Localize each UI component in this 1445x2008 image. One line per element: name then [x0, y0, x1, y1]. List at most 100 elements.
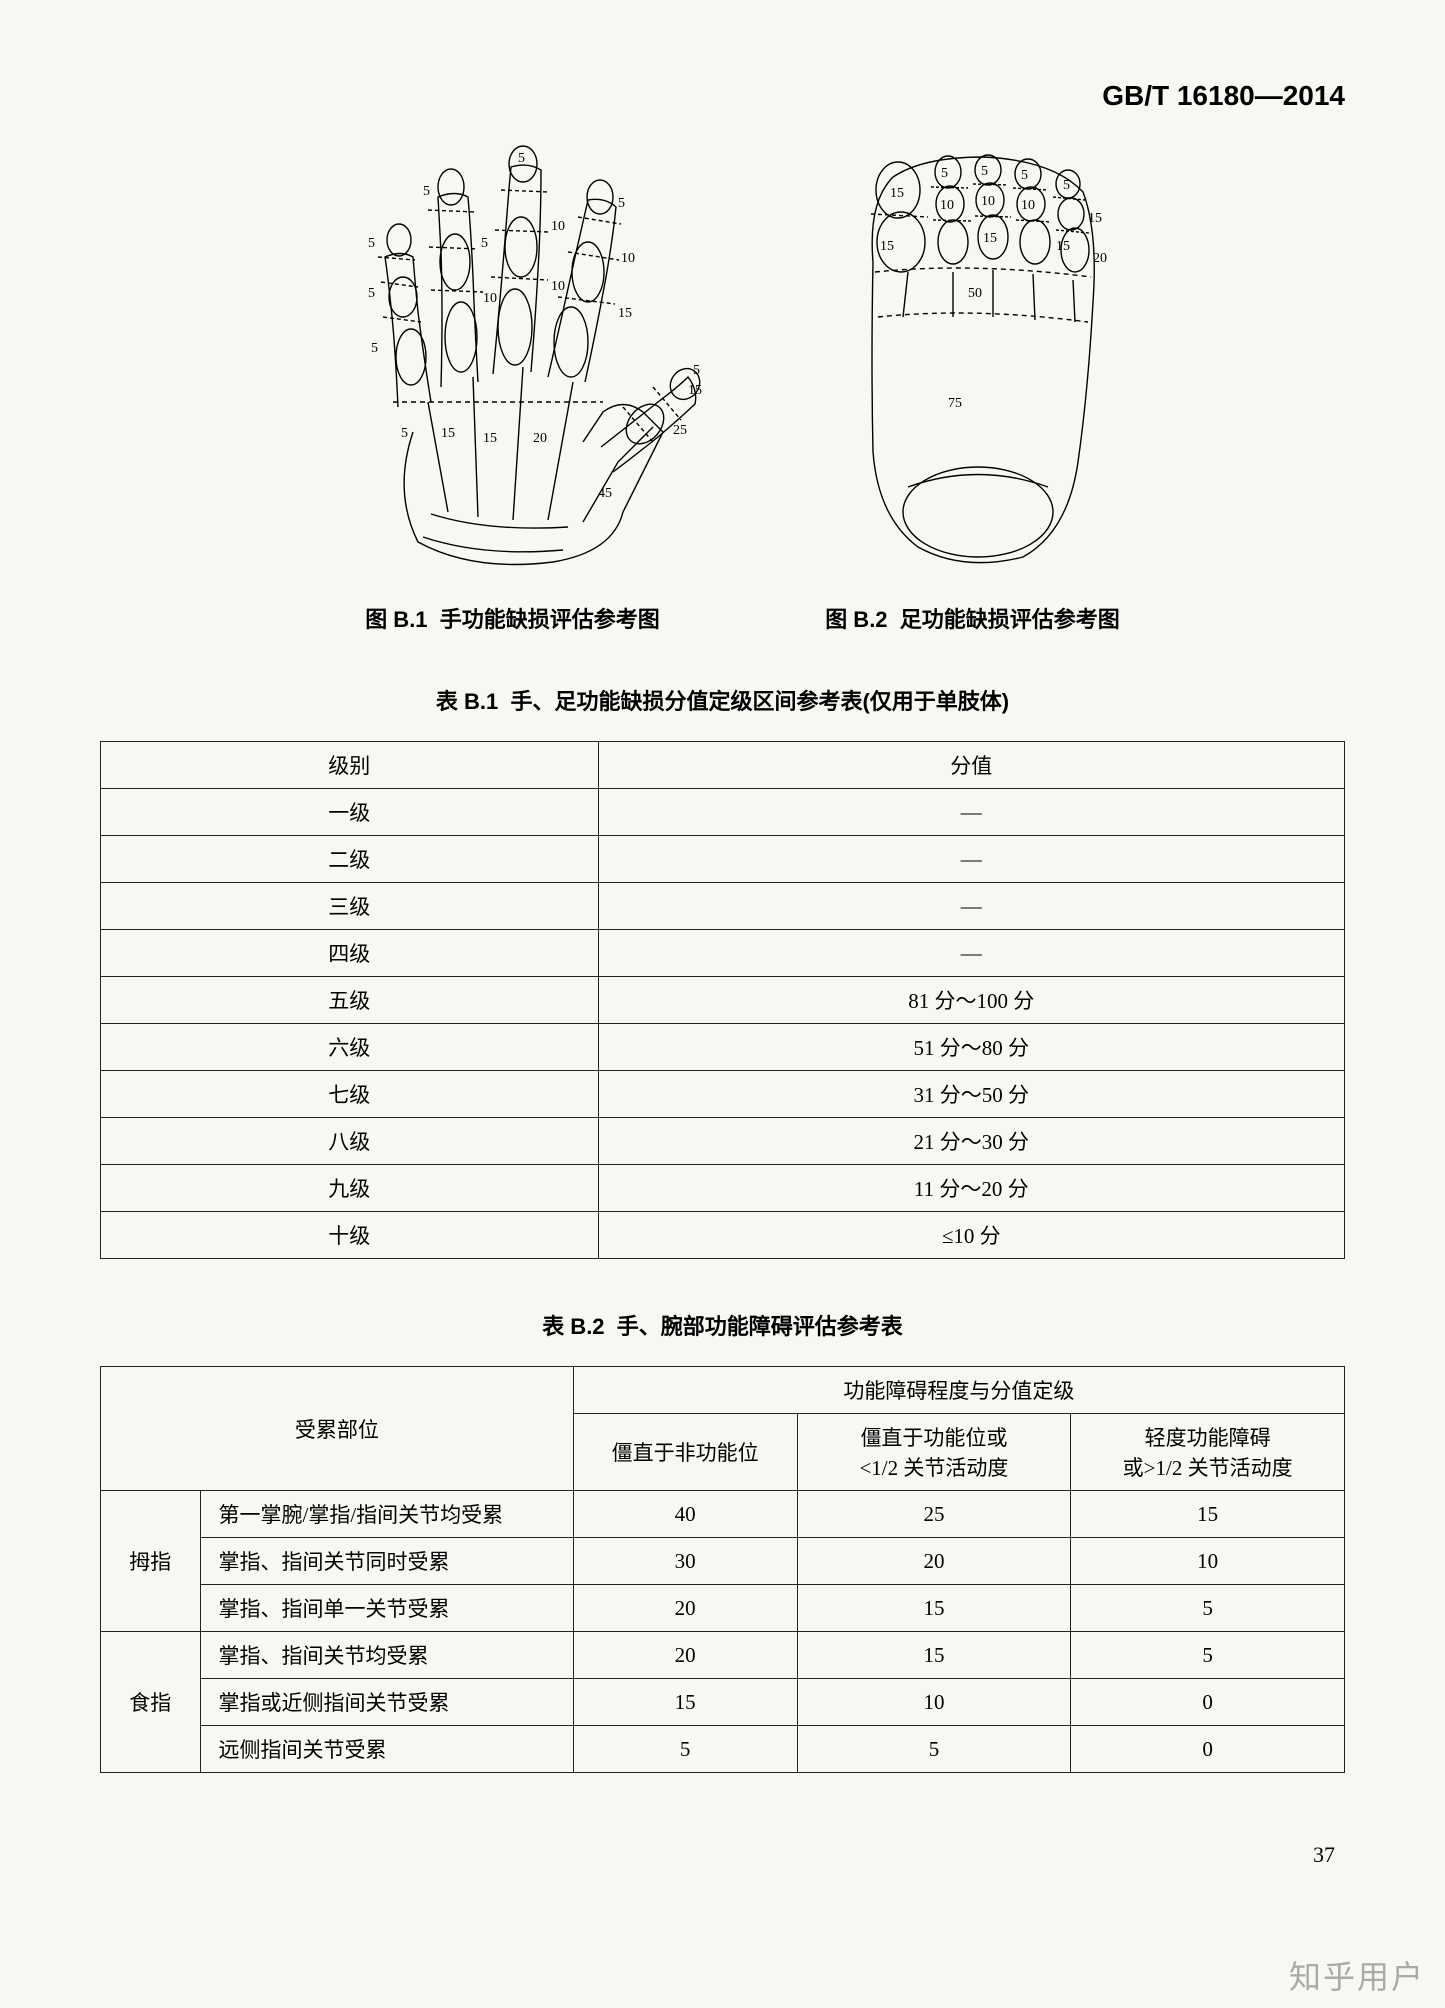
- cell-value: 5: [1071, 1585, 1345, 1632]
- cell-value: 21 分～30 分: [598, 1118, 1344, 1165]
- cell-value: —: [598, 836, 1344, 883]
- svg-text:5: 5: [368, 286, 375, 301]
- table-row: 拇指第一掌腕/掌指/指间关节均受累402515: [101, 1491, 1345, 1538]
- svg-text:10: 10: [551, 219, 565, 234]
- cell-level: 五级: [101, 977, 599, 1024]
- svg-text:15: 15: [1056, 239, 1070, 254]
- cell-level: 三级: [101, 883, 599, 930]
- svg-text:5: 5: [401, 426, 408, 441]
- cell-value: —: [598, 930, 1344, 977]
- cell-value: 10: [1071, 1538, 1345, 1585]
- col-value: 分值: [598, 742, 1344, 789]
- cell-value: ≤10 分: [598, 1212, 1344, 1259]
- svg-text:10: 10: [981, 194, 995, 209]
- svg-text:15: 15: [483, 431, 497, 446]
- svg-text:5: 5: [481, 236, 488, 251]
- svg-text:15: 15: [441, 426, 455, 441]
- watermark: 知乎用户: [1289, 1952, 1425, 1998]
- col-part: 受累部位: [101, 1367, 574, 1491]
- svg-text:5: 5: [693, 363, 700, 378]
- figure-b1-caption: 图 B.1 手功能缺损评估参考图: [365, 602, 660, 634]
- cell-value: 30: [573, 1538, 797, 1585]
- svg-text:5: 5: [423, 184, 430, 199]
- svg-text:5: 5: [371, 341, 378, 356]
- svg-text:15: 15: [983, 231, 997, 246]
- svg-text:15: 15: [618, 306, 632, 321]
- cell-level: 一级: [101, 789, 599, 836]
- svg-text:75: 75: [948, 396, 962, 411]
- cell-value: 15: [573, 1679, 797, 1726]
- cell-level: 七级: [101, 1071, 599, 1118]
- table-b2-title: 表 B.2 手、腕部功能障碍评估参考表: [100, 1309, 1345, 1341]
- cell-value: 11 分～20 分: [598, 1165, 1344, 1212]
- cell-group: 拇指: [101, 1491, 201, 1632]
- table-row: 四级—: [101, 930, 1345, 977]
- table-header-row: 受累部位 功能障碍程度与分值定级: [101, 1367, 1345, 1414]
- cell-level: 四级: [101, 930, 599, 977]
- svg-text:15: 15: [880, 239, 894, 254]
- table-row: 一级—: [101, 789, 1345, 836]
- cell-desc: 掌指、指间关节同时受累: [200, 1538, 573, 1585]
- table-b2: 受累部位 功能障碍程度与分值定级 僵直于非功能位 僵直于功能位或<1/2 关节活…: [100, 1366, 1345, 1773]
- cell-level: 十级: [101, 1212, 599, 1259]
- svg-text:50: 50: [968, 286, 982, 301]
- hand-diagram: 5 5 5 5 5 5 10 15 5 10 10 15 5 10 15 20 …: [323, 142, 703, 572]
- page-number: 37: [1313, 1842, 1335, 1868]
- table-row: 掌指或近侧指间关节受累15100: [101, 1679, 1345, 1726]
- svg-text:5: 5: [618, 196, 625, 211]
- cell-value: 81 分～100 分: [598, 977, 1344, 1024]
- cell-value: 15: [797, 1585, 1071, 1632]
- table-row: 远侧指间关节受累550: [101, 1726, 1345, 1773]
- table-b1: 级别 分值 一级—二级—三级—四级—五级81 分～100 分六级51 分～80 …: [100, 741, 1345, 1259]
- svg-text:15: 15: [688, 383, 702, 398]
- cell-level: 八级: [101, 1118, 599, 1165]
- svg-text:25: 25: [673, 423, 687, 438]
- svg-text:5: 5: [1063, 178, 1070, 193]
- cell-value: 5: [797, 1726, 1071, 1773]
- svg-text:5: 5: [368, 236, 375, 251]
- svg-text:10: 10: [551, 279, 565, 294]
- cell-value: 15: [1071, 1491, 1345, 1538]
- cell-value: 0: [1071, 1726, 1345, 1773]
- table-row: 掌指、指间关节同时受累302010: [101, 1538, 1345, 1585]
- table-header-row: 级别 分值: [101, 742, 1345, 789]
- cell-value: 20: [797, 1538, 1071, 1585]
- svg-text:5: 5: [981, 164, 988, 179]
- cell-value: 5: [573, 1726, 797, 1773]
- col-degree: 功能障碍程度与分值定级: [573, 1367, 1344, 1414]
- figure-b2: 15 50 5 10 15 5 10 15 5 10 15 5 15 20 75…: [823, 142, 1123, 634]
- figures-row: 5 5 5 5 5 5 10 15 5 10 10 15 5 10 15 20 …: [100, 142, 1345, 634]
- svg-text:15: 15: [1088, 211, 1102, 226]
- table-row: 九级11 分～20 分: [101, 1165, 1345, 1212]
- table-row: 六级51 分～80 分: [101, 1024, 1345, 1071]
- svg-text:45: 45: [598, 486, 612, 501]
- cell-desc: 掌指、指间关节均受累: [200, 1632, 573, 1679]
- table-row: 八级21 分～30 分: [101, 1118, 1345, 1165]
- svg-text:10: 10: [1021, 198, 1035, 213]
- cell-value: 20: [573, 1632, 797, 1679]
- cell-value: 0: [1071, 1679, 1345, 1726]
- cell-level: 九级: [101, 1165, 599, 1212]
- cell-desc: 远侧指间关节受累: [200, 1726, 573, 1773]
- cell-desc: 掌指、指间单一关节受累: [200, 1585, 573, 1632]
- svg-text:5: 5: [518, 151, 525, 166]
- svg-text:5: 5: [941, 166, 948, 181]
- cell-level: 二级: [101, 836, 599, 883]
- table-row: 掌指、指间单一关节受累20155: [101, 1585, 1345, 1632]
- table-b1-title: 表 B.1 手、足功能缺损分值定级区间参考表(仅用于单肢体): [100, 684, 1345, 716]
- cell-desc: 掌指或近侧指间关节受累: [200, 1679, 573, 1726]
- cell-value: 10: [797, 1679, 1071, 1726]
- figure-b1: 5 5 5 5 5 5 10 15 5 10 10 15 5 10 15 20 …: [323, 142, 703, 634]
- svg-text:5: 5: [1021, 168, 1028, 183]
- table-row: 三级—: [101, 883, 1345, 930]
- cell-group: 食指: [101, 1632, 201, 1773]
- svg-text:20: 20: [533, 431, 547, 446]
- svg-text:10: 10: [483, 291, 497, 306]
- cell-value: 5: [1071, 1632, 1345, 1679]
- table-row: 十级≤10 分: [101, 1212, 1345, 1259]
- cell-value: 20: [573, 1585, 797, 1632]
- col-c3: 轻度功能障碍或>1/2 关节活动度: [1071, 1414, 1345, 1491]
- cell-value: 15: [797, 1632, 1071, 1679]
- table-row: 五级81 分～100 分: [101, 977, 1345, 1024]
- col-c1: 僵直于非功能位: [573, 1414, 797, 1491]
